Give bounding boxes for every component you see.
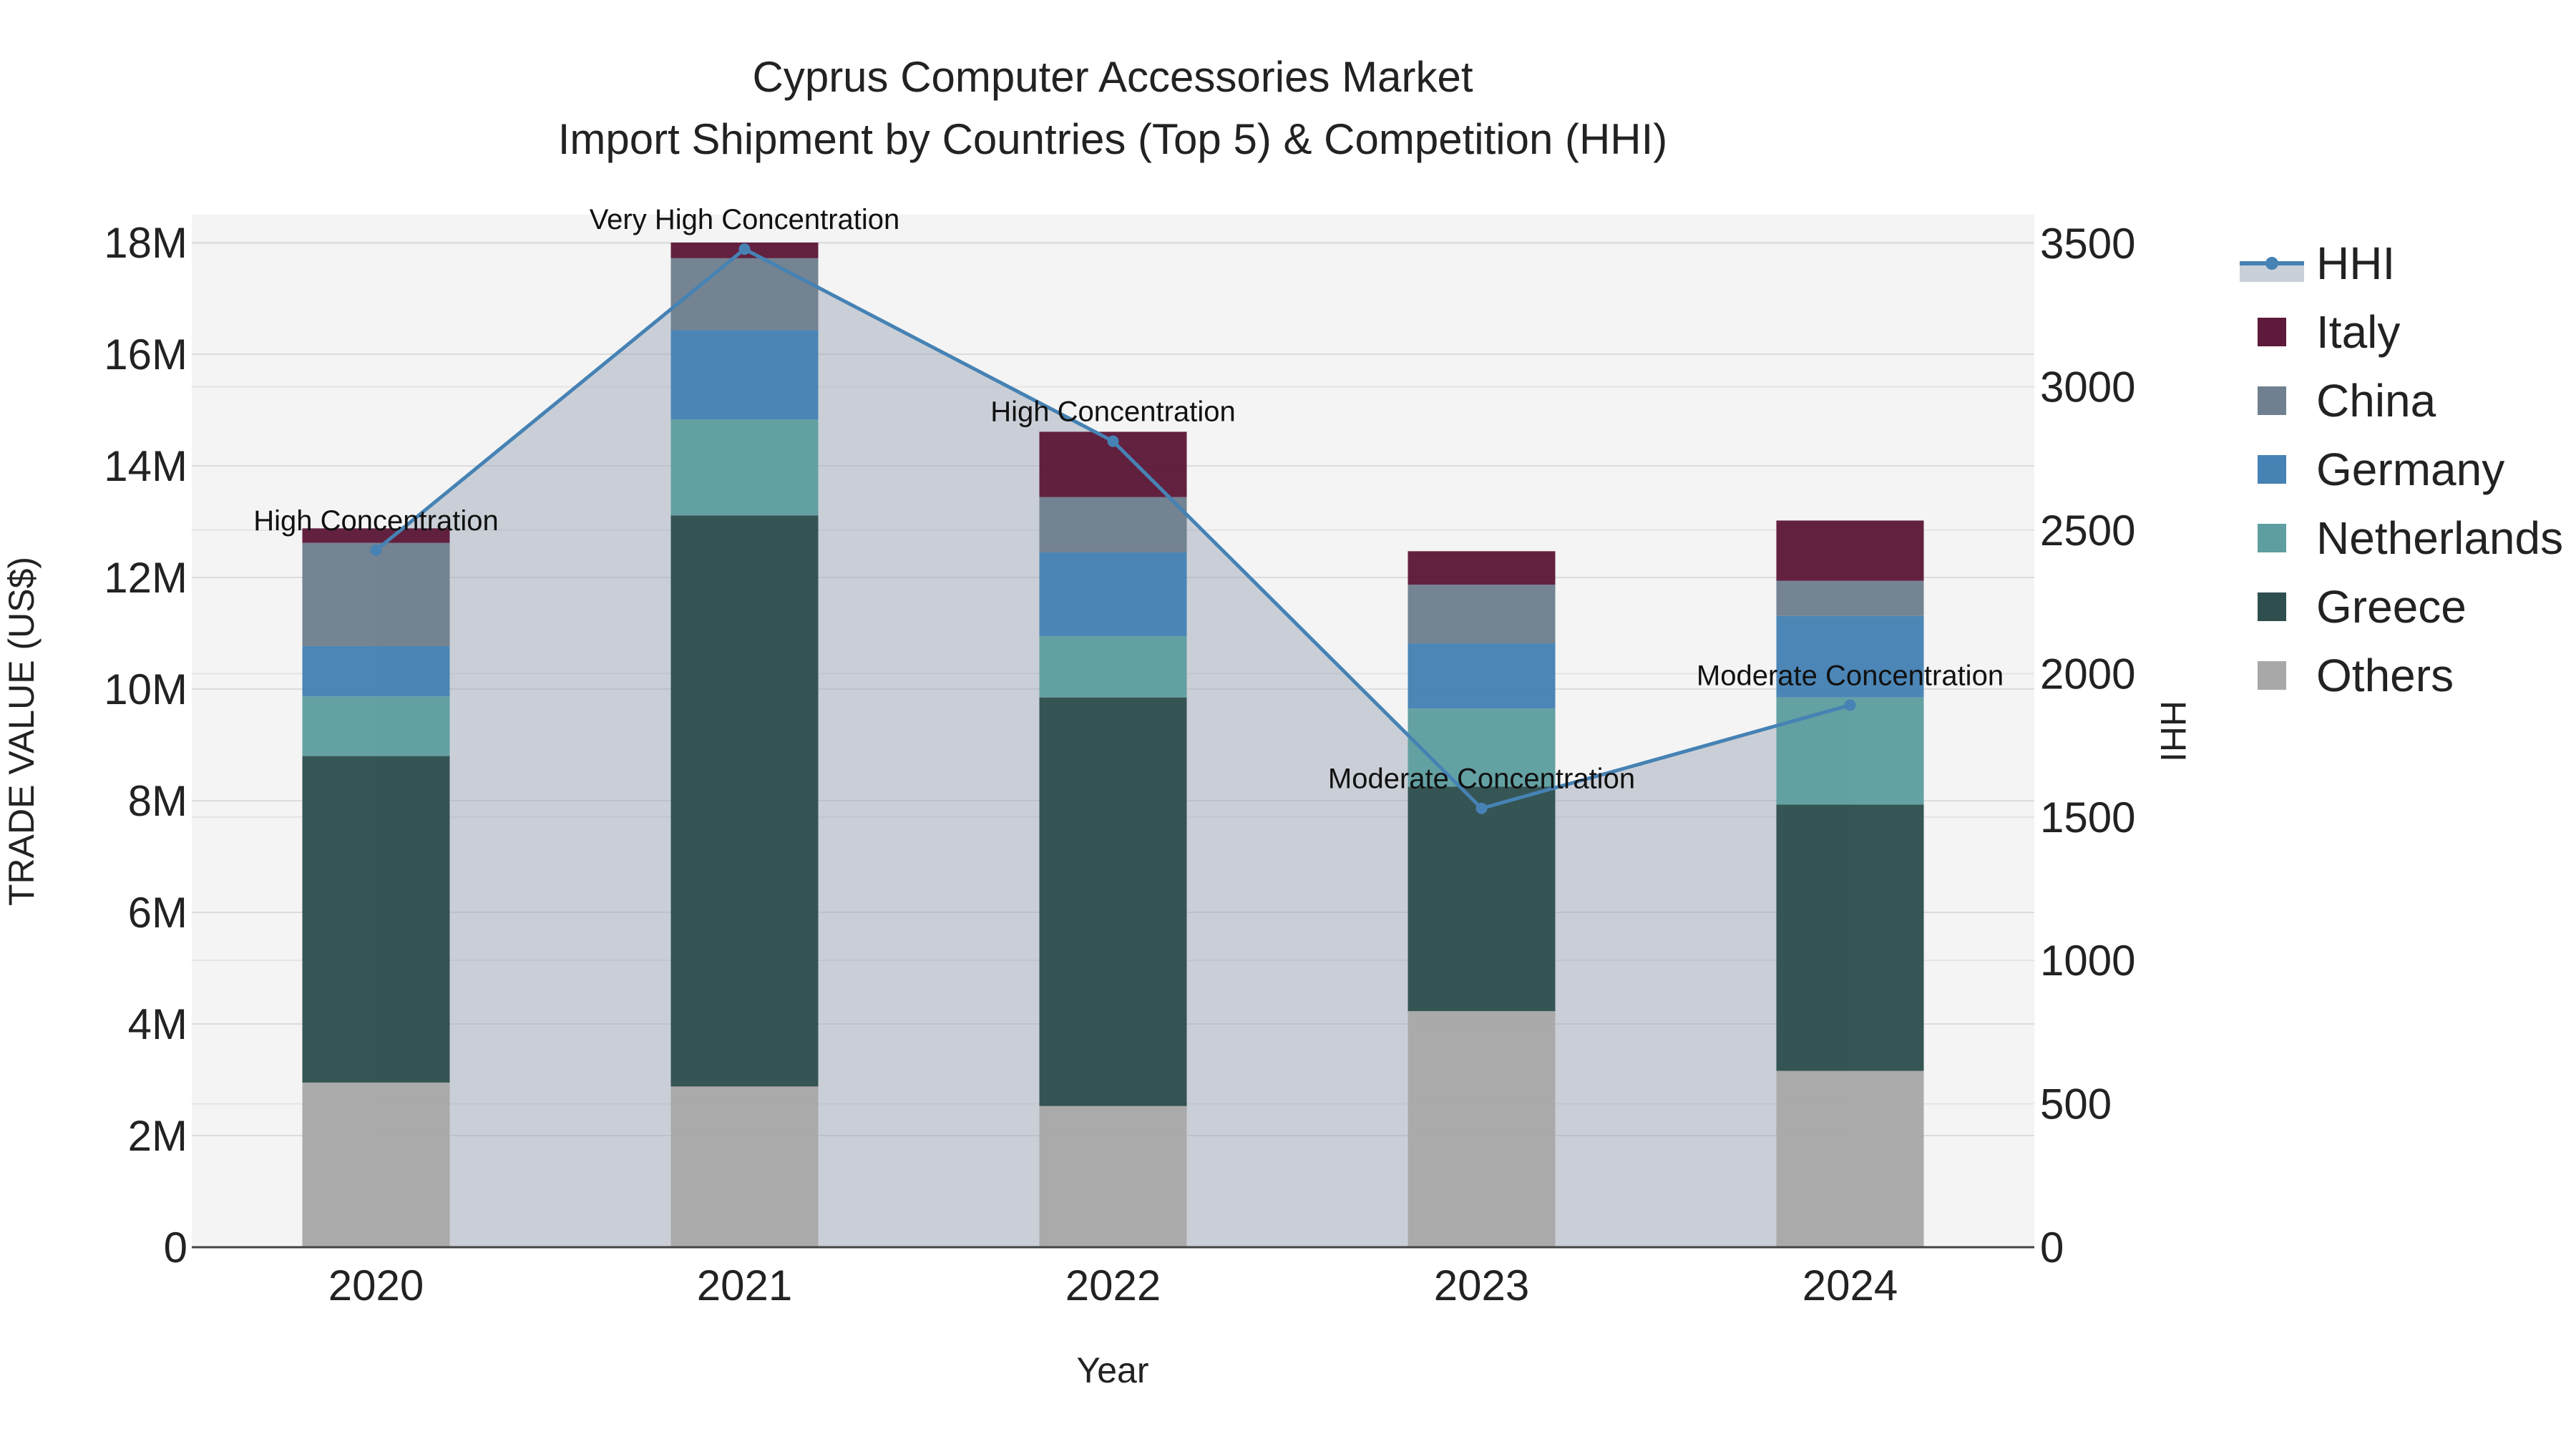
hhi-line xyxy=(370,243,1856,814)
y-axis-title: TRADE VALUE (US$) xyxy=(1,557,42,906)
y-tick-label: 16M xyxy=(104,331,187,379)
bar-stacks xyxy=(302,243,1924,1247)
bar-italy-2023 xyxy=(1407,551,1556,585)
bar-netherlands-2024 xyxy=(1776,697,1924,805)
legend-label-others: Others xyxy=(2316,650,2454,701)
legend-swatch-others xyxy=(2258,661,2286,690)
y2-axis-title: HHI xyxy=(2153,701,2193,762)
bar-china-2024 xyxy=(1776,580,1924,616)
y-tick-label: 18M xyxy=(104,219,187,267)
bar-greece-2022 xyxy=(1039,697,1187,1106)
y-tick-label: 0 xyxy=(164,1224,187,1272)
legend-swatch-china xyxy=(2258,386,2286,415)
chart-title: Cyprus Computer Accessories Market xyxy=(753,53,1473,101)
legend-swatch-greece xyxy=(2258,592,2286,621)
y2-tick-label: 3500 xyxy=(2040,220,2135,268)
bar-china-2021 xyxy=(670,258,819,331)
hhi-point-2022 xyxy=(1107,435,1119,447)
chart-subtitle: Import Shipment by Countries (Top 5) & C… xyxy=(558,115,1668,163)
bar-germany-2022 xyxy=(1039,552,1187,636)
bar-greece-2023 xyxy=(1407,786,1556,1012)
x-tick-label: 2024 xyxy=(1802,1262,1898,1309)
bar-china-2023 xyxy=(1407,585,1556,644)
hhi-point-2020 xyxy=(370,544,382,556)
y2-tick-label: 1500 xyxy=(2040,794,2135,841)
bar-others-2023 xyxy=(1407,1011,1556,1247)
y2-tick-label: 500 xyxy=(2040,1080,2112,1128)
bar-greece-2024 xyxy=(1776,804,1924,1071)
x-tick-label: 2021 xyxy=(697,1262,792,1309)
hhi-annotation: High Concentration xyxy=(990,396,1235,428)
hhi-point-2023 xyxy=(1475,802,1488,814)
legend-label-netherlands: Netherlands xyxy=(2316,512,2563,564)
legend-swatch-netherlands xyxy=(2258,524,2286,552)
hhi-annotations: High Concentration Very High Concentratio… xyxy=(253,204,2004,795)
legend-swatch-italy xyxy=(2258,318,2286,346)
y-tick-label: 8M xyxy=(128,777,187,825)
bar-others-2024 xyxy=(1776,1070,1924,1247)
hhi-point-2024 xyxy=(1844,699,1856,711)
legend-label-greece: Greece xyxy=(2316,581,2467,633)
x-tick-label: 2022 xyxy=(1065,1262,1161,1309)
bar-germany-2024 xyxy=(1776,615,1924,698)
bar-germany-2023 xyxy=(1407,643,1556,709)
y-tick-label: 2M xyxy=(128,1112,187,1160)
bar-netherlands-2023 xyxy=(1407,708,1556,787)
legend-label-china: China xyxy=(2316,375,2436,426)
hhi-annotation: Moderate Concentration xyxy=(1697,660,2004,691)
bar-others-2022 xyxy=(1039,1106,1187,1247)
y2-tick-label: 3000 xyxy=(2040,364,2135,411)
hhi-point-2021 xyxy=(738,243,751,255)
bar-others-2020 xyxy=(302,1082,450,1247)
bar-greece-2020 xyxy=(302,756,450,1083)
hhi-annotation: High Concentration xyxy=(253,505,498,537)
legend: HHI Italy China Germany Netherlands Greece Oth… xyxy=(2240,238,2563,701)
bar-netherlands-2021 xyxy=(670,419,819,516)
bar-netherlands-2020 xyxy=(302,696,450,756)
y2-tick-label: 1000 xyxy=(2040,937,2135,985)
legend-label-hhi: HHI xyxy=(2316,238,2395,289)
hhi-annotation: Moderate Concentration xyxy=(1328,763,1635,795)
x-axis-title: Year xyxy=(1076,1350,1148,1390)
x-tick-label: 2020 xyxy=(328,1262,424,1309)
bar-italy-2020 xyxy=(302,528,450,543)
y2-tick-label: 2500 xyxy=(2040,507,2135,555)
hhi-annotation: Very High Concentration xyxy=(590,204,900,235)
x-tick-label: 2023 xyxy=(1434,1262,1529,1309)
bar-greece-2021 xyxy=(670,515,819,1087)
legend-swatch-germany xyxy=(2258,455,2286,484)
axes: 0 2M 4M 6M 8M 10M 12M 14M 16M 18M 0 500 1000 1500 2000… xyxy=(104,219,2135,1309)
legend-label-germany: Germany xyxy=(2316,444,2504,495)
y2-tick-label: 0 xyxy=(2040,1224,2064,1272)
bar-germany-2020 xyxy=(302,645,450,697)
y2-tick-label: 2000 xyxy=(2040,650,2135,698)
legend-swatch-hhi-marker xyxy=(2265,257,2278,270)
y-tick-label: 6M xyxy=(128,889,187,937)
bar-china-2020 xyxy=(302,542,450,646)
bar-italy-2024 xyxy=(1776,520,1924,581)
y-tick-label: 14M xyxy=(104,442,187,490)
bar-china-2022 xyxy=(1039,497,1187,552)
bar-others-2021 xyxy=(670,1086,819,1247)
bar-netherlands-2022 xyxy=(1039,635,1187,698)
y-tick-label: 12M xyxy=(104,554,187,602)
legend-label-italy: Italy xyxy=(2316,306,2400,358)
y-tick-label: 10M xyxy=(104,665,187,713)
y-tick-label: 4M xyxy=(128,1000,187,1048)
bar-germany-2021 xyxy=(670,330,819,420)
